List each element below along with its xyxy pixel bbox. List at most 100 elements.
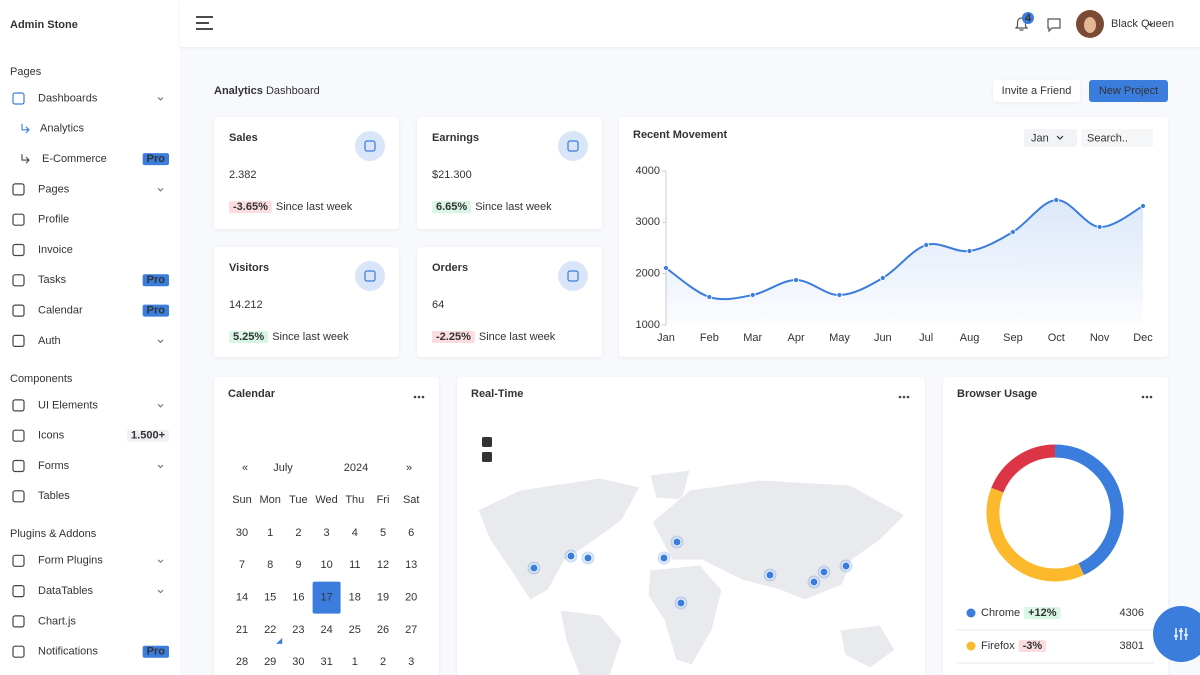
- button[interactable]: [1089, 80, 1168, 102]
- map-marker[interactable]: [659, 553, 669, 563]
- search-input[interactable]: [1081, 129, 1153, 147]
- calendar-day[interactable]: 25: [349, 624, 361, 636]
- zoom-button[interactable]: [482, 452, 492, 462]
- calendar-day[interactable]: 24: [320, 624, 332, 636]
- calendar-day[interactable]: 16: [292, 592, 304, 604]
- menu-label[interactable]: DataTables: [38, 585, 94, 597]
- calendar-day[interactable]: 12: [377, 559, 389, 571]
- calendar-day[interactable]: 2: [295, 527, 301, 539]
- calendar-day[interactable]: 20: [405, 592, 417, 604]
- menu-icon: [12, 183, 25, 196]
- map-marker[interactable]: [676, 598, 686, 608]
- calendar-day[interactable]: 9: [295, 559, 301, 571]
- menu-dot[interactable]: [417, 395, 421, 399]
- button-label[interactable]: New Project: [1099, 85, 1158, 97]
- map-marker[interactable]: [765, 570, 775, 580]
- calendar-day[interactable]: 14: [236, 592, 248, 604]
- calendar-day[interactable]: 21: [236, 624, 248, 636]
- map-marker[interactable]: [819, 567, 829, 577]
- calendar-day[interactable]: 8: [267, 559, 273, 571]
- calendar-day[interactable]: 5: [380, 527, 386, 539]
- menu-dot[interactable]: [902, 395, 906, 399]
- calendar-day[interactable]: 1: [352, 656, 358, 668]
- month-select[interactable]: [1024, 129, 1077, 147]
- calendar-day[interactable]: 6: [408, 527, 414, 539]
- map-marker[interactable]: [841, 561, 851, 571]
- menu-label[interactable]: Tasks: [38, 274, 67, 286]
- calendar-day[interactable]: 22: [264, 624, 276, 636]
- calendar-day[interactable]: 28: [236, 656, 248, 668]
- calendar-day[interactable]: 11: [349, 559, 360, 571]
- menu-label[interactable]: Icons: [38, 430, 65, 442]
- calendar-day[interactable]: 4: [352, 527, 358, 539]
- menu-dot[interactable]: [421, 395, 425, 399]
- continent: [647, 564, 723, 666]
- menu-dot[interactable]: [413, 395, 417, 399]
- menu-label[interactable]: Pages: [38, 183, 70, 195]
- menu-label[interactable]: Calendar: [38, 305, 83, 317]
- calendar-day[interactable]: 3: [324, 527, 330, 539]
- stat-change-bg: [229, 331, 269, 343]
- calendar-day[interactable]: 23: [292, 624, 304, 636]
- line-point: [879, 275, 886, 281]
- menu-label[interactable]: Analytics: [40, 123, 85, 135]
- menu-label[interactable]: Tables: [38, 490, 70, 502]
- calendar-day[interactable]: 31: [320, 656, 332, 668]
- button[interactable]: [993, 80, 1080, 102]
- calendar-prev[interactable]: «: [242, 462, 248, 474]
- calendar-day[interactable]: 13: [405, 559, 417, 571]
- calendar-day[interactable]: 18: [349, 592, 361, 604]
- legend-label: Chrome: [981, 607, 1020, 619]
- menu-label[interactable]: Profile: [38, 214, 69, 226]
- menu-badge: 1.500+: [131, 430, 165, 442]
- map-marker[interactable]: [809, 577, 819, 587]
- stat-icon-glyph: [364, 270, 376, 282]
- calendar-day[interactable]: 15: [264, 592, 276, 604]
- calendar-day[interactable]: 30: [236, 527, 248, 539]
- menu-dot[interactable]: [1141, 395, 1145, 399]
- calendar-day[interactable]: 7: [239, 559, 245, 571]
- calendar-day[interactable]: 17: [320, 592, 332, 604]
- menu-label[interactable]: E-Commerce: [42, 153, 107, 165]
- menu-label[interactable]: Notifications: [38, 646, 98, 658]
- menu-dot[interactable]: [1149, 395, 1153, 399]
- stat-icon: [558, 131, 588, 161]
- map-marker[interactable]: [583, 553, 593, 563]
- menu-icon: [12, 213, 25, 226]
- calendar-next[interactable]: »: [406, 462, 412, 474]
- map-marker[interactable]: [529, 563, 539, 573]
- calendar-day[interactable]: 30: [292, 656, 304, 668]
- calendar-day[interactable]: 1: [267, 527, 273, 539]
- menu-label[interactable]: Invoice: [38, 244, 73, 256]
- calendar-day[interactable]: 19: [377, 592, 389, 604]
- zoom-button[interactable]: [482, 437, 492, 447]
- menu-dot[interactable]: [1145, 395, 1149, 399]
- user-name[interactable]: Black Queen: [1111, 18, 1174, 30]
- calendar-day[interactable]: 3: [408, 656, 414, 668]
- map-marker[interactable]: [672, 537, 682, 547]
- menu-label[interactable]: Forms: [38, 460, 70, 472]
- x-tick-label: Jul: [919, 332, 933, 344]
- calendar-day[interactable]: 27: [405, 624, 417, 636]
- menu-label[interactable]: UI Elements: [38, 399, 98, 411]
- calendar-day[interactable]: 2: [380, 656, 386, 668]
- line-point: [1096, 224, 1103, 230]
- calendar-day[interactable]: 10: [320, 559, 332, 571]
- button-label[interactable]: Invite a Friend: [1002, 85, 1072, 97]
- menu-label[interactable]: Form Plugins: [38, 555, 103, 567]
- calendar-day[interactable]: 29: [264, 656, 276, 668]
- line-point: [836, 292, 843, 298]
- stat-change: 6.65%: [436, 201, 467, 213]
- stat-icon-glyph: [364, 140, 376, 152]
- menu-dot[interactable]: [906, 395, 910, 399]
- map-marker[interactable]: [566, 551, 576, 561]
- menu-dot[interactable]: [898, 395, 902, 399]
- x-tick-label: Apr: [788, 332, 805, 344]
- menu-badge: Pro: [147, 305, 166, 317]
- menu-label[interactable]: Auth: [38, 335, 61, 347]
- menu-icon: [12, 92, 25, 105]
- message-icon[interactable]: [1047, 18, 1061, 33]
- menu-label[interactable]: Dashboards: [38, 92, 98, 104]
- calendar-day[interactable]: 26: [377, 624, 389, 636]
- menu-label[interactable]: Chart.js: [38, 615, 76, 627]
